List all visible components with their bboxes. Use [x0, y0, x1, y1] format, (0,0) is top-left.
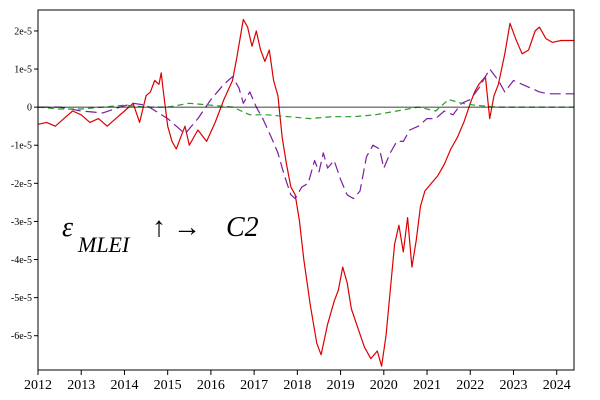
x-tick-label: 2014 — [110, 378, 138, 393]
plot-background — [38, 10, 574, 370]
y-tick-label: 2e-5 — [14, 26, 32, 37]
x-tick-label: 2012 — [24, 378, 52, 393]
y-tick-label: -1e-5 — [11, 141, 32, 152]
y-tick-label: 0 — [27, 103, 32, 114]
x-tick-label: 2022 — [456, 378, 484, 393]
annotation-epsilon: ε — [62, 212, 73, 243]
x-tick-label: 2016 — [197, 378, 225, 393]
annotation: ε MLEI ↑ → C2 — [62, 212, 259, 257]
y-tick-label: -3e-5 — [11, 217, 32, 228]
series-line-3 — [37, 98, 574, 120]
x-tick-label: 2020 — [370, 378, 398, 393]
x-axis: 2012 2013 2014 2015 2016 2017 2018 2019 2020 2021… — [24, 370, 571, 393]
y-axis: 2e-5 1e-5 0 -1e-5 -2e-5 -3e-5 -4e-5 -5e-5 -6e-5 — [11, 26, 38, 342]
series-line-2 — [38, 68, 574, 200]
x-tick-label: 2019 — [327, 378, 355, 393]
series-line-1 — [37, 18, 574, 367]
annotation-subscript: MLEI — [77, 232, 131, 257]
plot-frame — [37, 9, 575, 371]
y-tick-label: 1e-5 — [14, 65, 32, 76]
y-tick-label: -5e-5 — [11, 293, 32, 304]
x-tick-label: 2017 — [240, 378, 268, 393]
annotation-arrows: ↑ → — [152, 212, 201, 243]
series-layer — [37, 18, 574, 367]
y-tick-label: -4e-5 — [11, 255, 32, 266]
x-tick-label: 2021 — [413, 378, 441, 393]
x-tick-label: 2018 — [283, 378, 311, 393]
x-tick-label: 2015 — [154, 378, 182, 393]
y-tick-label: -2e-5 — [11, 179, 32, 190]
x-tick-label: 2024 — [543, 378, 571, 393]
x-tick-label: 2023 — [499, 378, 527, 393]
annotation-target: C2 — [226, 212, 259, 243]
x-tick-label: 2013 — [67, 378, 95, 393]
y-tick-label: -6e-5 — [11, 331, 32, 342]
